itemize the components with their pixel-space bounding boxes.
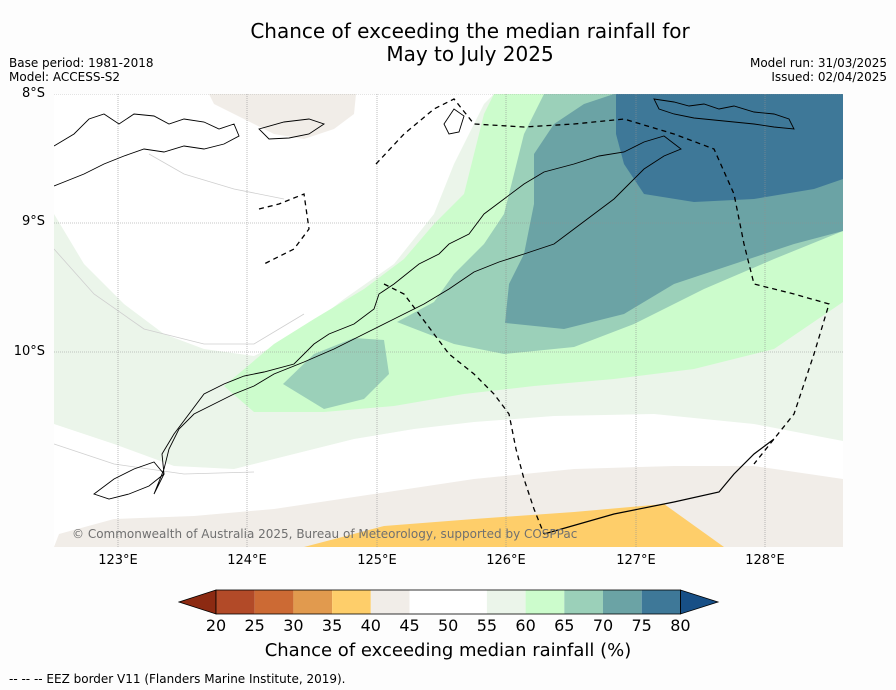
- colorbar-swatch: [332, 590, 371, 614]
- meta-left: Base period: 1981-2018 Model: ACCESS-S2: [9, 56, 154, 84]
- lon-label-128e: 128°E: [745, 553, 785, 568]
- model-name: Model: ACCESS-S2: [9, 70, 121, 84]
- colorbar-swatch: [564, 590, 603, 614]
- map-credit: © Commonwealth of Australia 2025, Bureau…: [72, 527, 577, 541]
- lat-label-10s: 10°S: [13, 344, 45, 359]
- colorbar-swatch: [448, 590, 487, 614]
- colorbar-tick-label: 60: [515, 616, 536, 635]
- model-run: Model run: 31/03/2025: [749, 56, 887, 70]
- colorbar-swatch: [409, 590, 449, 614]
- colorbar-extend-high: [679, 589, 720, 615]
- colorbar-tick-label: 35: [321, 616, 343, 635]
- lon-label-127e: 127°E: [616, 553, 656, 568]
- colorbar-swatch: [525, 590, 565, 614]
- jda-border: [543, 438, 775, 535]
- contour-35-40: [304, 504, 724, 547]
- colorbar-tick-label: 65: [554, 616, 575, 635]
- colorbar-label: Chance of exceeding median rainfall (%): [264, 640, 632, 661]
- colorbar-tick-label: 40: [360, 616, 381, 635]
- coastlines: [54, 98, 795, 500]
- island-north: [54, 113, 240, 187]
- colorbar-tick-label: 75: [631, 616, 652, 635]
- colorbar-tick-label: 30: [283, 616, 304, 635]
- colorbar-tick-label: 80: [670, 616, 691, 635]
- issued-date: Issued: 02/04/2025: [771, 70, 887, 84]
- base-period: Base period: 1981-2018: [9, 56, 154, 70]
- map-title: Chance of exceeding the median rainfall …: [0, 20, 896, 66]
- eez-border: [258, 98, 830, 535]
- colorbar-tick-label: 25: [244, 616, 265, 635]
- lon-label-126e: 126°E: [486, 553, 526, 568]
- contour-lines: [54, 153, 305, 475]
- colorbar-tick-label: 45: [399, 616, 420, 635]
- colorbar-swatch: [641, 590, 681, 614]
- colorbar-swatch: [486, 590, 526, 614]
- colorbar-swatch: [603, 590, 642, 614]
- colorbar-swatch: [254, 590, 294, 614]
- lat-label-8s: 8°S: [21, 86, 45, 101]
- contour-40-45-north: [209, 94, 356, 139]
- title-line-1: Chance of exceeding the median rainfall …: [250, 19, 690, 43]
- meta-right: Model run: 31/03/2025 Issued: 02/04/2025: [750, 56, 887, 84]
- lon-label-125e: 125°E: [357, 553, 397, 568]
- colorbar: [178, 589, 720, 615]
- colorbar-swatch: [216, 590, 255, 614]
- colorbar-swatch: [370, 590, 410, 614]
- colorbar-tick-label: 20: [205, 616, 227, 635]
- contour-75-80: [616, 94, 843, 202]
- lat-label-9s: 9°S: [21, 214, 45, 229]
- colorbar-tick-label: 50: [438, 616, 459, 635]
- contour-65-70-south: [283, 338, 389, 409]
- colorbar-frame: [215, 589, 681, 615]
- eez-legend: -- -- -- EEZ border V11 (Flanders Marine…: [9, 672, 346, 686]
- map-panel: © Commonwealth of Australia 2025, Bureau…: [54, 94, 843, 547]
- colorbar-swatch: [293, 590, 333, 614]
- colorbar-extend-low: [178, 589, 217, 615]
- graticule: [54, 94, 843, 547]
- lon-label-123e: 123°E: [98, 553, 138, 568]
- title-line-2: May to July 2025: [386, 42, 554, 66]
- lon-label-124e: 124°E: [227, 553, 267, 568]
- timor-island: [153, 135, 682, 495]
- colorbar-tick-label: 70: [592, 616, 614, 635]
- colorbar-tick-label: 55: [476, 616, 498, 635]
